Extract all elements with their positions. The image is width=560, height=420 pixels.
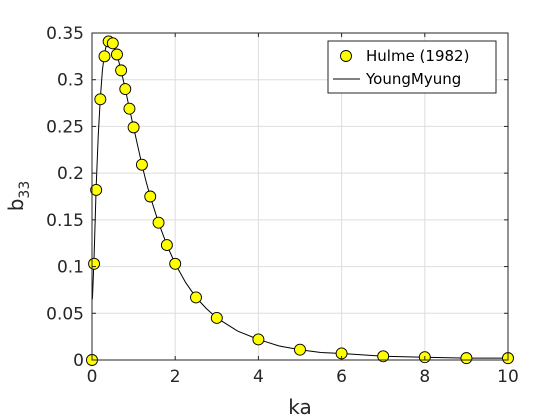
hulme-point-15 (161, 240, 172, 251)
hulme-point-11 (128, 122, 139, 133)
y-tick-label-4: 0.2 (57, 164, 84, 184)
y-tick-label-5: 0.25 (46, 117, 84, 137)
x-tick-label-0: 0 (87, 367, 98, 387)
hulme-point-7 (111, 49, 122, 60)
x-tick-label-1: 2 (170, 367, 181, 387)
x-tick-label-5: 10 (497, 367, 519, 387)
hulme-point-20 (295, 344, 306, 355)
hulme-point-12 (136, 159, 147, 170)
legend-marker-hulme (341, 51, 352, 62)
y-tick-label-2: 0.1 (57, 258, 84, 278)
y-tick-label-1: 0.05 (46, 304, 84, 324)
y-tick-label-7: 0.35 (46, 24, 84, 44)
y-axis-label-base: b (4, 199, 28, 212)
hulme-point-8 (116, 65, 127, 76)
legend-label-youngmyung: YoungMyung (365, 70, 461, 88)
y-tick-label-6: 0.3 (57, 71, 84, 91)
hulme-point-24 (461, 353, 472, 364)
legend: Hulme (1982) YoungMyung (328, 41, 496, 93)
hulme-point-10 (124, 103, 135, 114)
hulme-point-3 (95, 94, 106, 105)
hulme-point-4 (99, 51, 110, 62)
hulme-point-19 (253, 334, 264, 345)
hulme-point-18 (211, 312, 222, 323)
y-tick-label-0: 0 (73, 351, 84, 371)
y-axis-label: b33 (4, 181, 33, 212)
hulme-point-14 (153, 217, 164, 228)
hulme-point-9 (120, 84, 131, 95)
hulme-point-1 (89, 258, 100, 269)
hulme-point-16 (170, 258, 181, 269)
x-tick-label-2: 4 (253, 367, 264, 387)
hulme-point-6 (107, 38, 118, 49)
hulme-point-13 (145, 191, 156, 202)
x-tick-label-3: 6 (336, 367, 347, 387)
y-axis-label-subscript: 33 (17, 181, 33, 199)
legend-label-hulme: Hulme (1982) (366, 47, 469, 65)
x-tick-label-4: 8 (419, 367, 430, 387)
hulme-point-17 (191, 292, 202, 303)
y-tick-label-3: 0.15 (46, 211, 84, 231)
x-axis-label: ka (288, 395, 312, 419)
